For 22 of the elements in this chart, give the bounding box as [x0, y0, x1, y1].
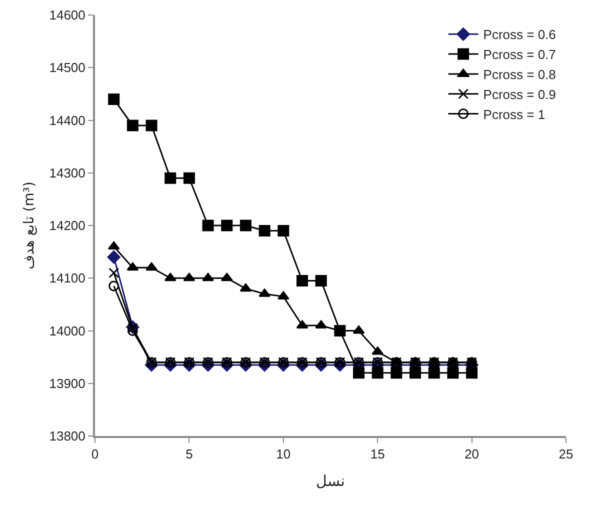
y-tick-label: 14100	[49, 270, 86, 286]
y-tick-label: 14500	[49, 60, 86, 76]
legend-label: Pcross = 0.9	[483, 86, 556, 102]
y-tick-label: 14600	[49, 8, 86, 23]
legend-label: Pcross = 0.6	[483, 27, 556, 42]
legend-label: Pcross = 1	[483, 106, 546, 122]
y-tick-label: 13800	[49, 428, 86, 444]
x-tick-label: 5	[186, 446, 193, 462]
y-axis-title: تابع هدف (m³)	[21, 182, 38, 270]
x-axis-title: نسل	[316, 472, 345, 490]
y-tick-label: 13900	[49, 376, 86, 391]
x-tick-label: 10	[276, 446, 291, 462]
x-tick-label: 0	[91, 446, 99, 462]
x-tick-label: 15	[370, 446, 385, 462]
legend-label: Pcross = 0.8	[483, 67, 556, 82]
legend-label: Pcross = 0.7	[483, 47, 556, 62]
y-tick-label: 14300	[49, 165, 86, 180]
x-tick-label: 20	[464, 446, 480, 462]
x-tick-label: 25	[558, 446, 574, 462]
y-tick-label: 14200	[49, 218, 86, 234]
y-tick-label: 14400	[49, 112, 86, 128]
y-tick-label: 14000	[49, 323, 86, 338]
